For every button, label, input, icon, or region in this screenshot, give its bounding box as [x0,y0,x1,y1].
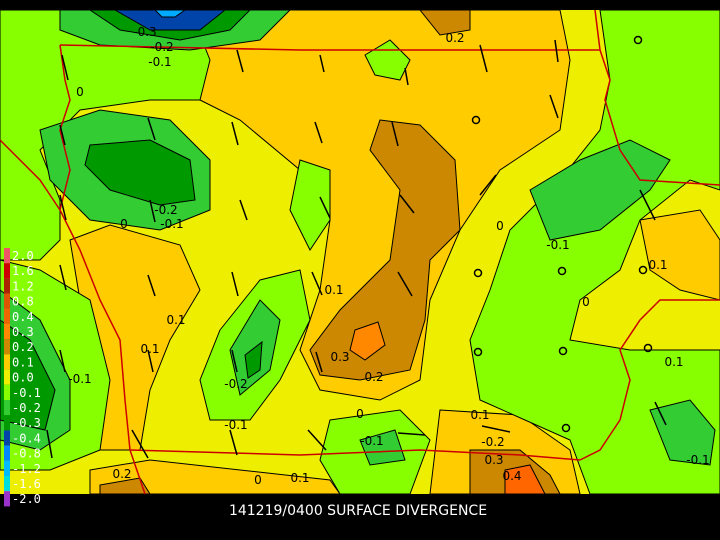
contour-label: 0.1 [166,313,185,327]
contour-label: 0 [356,407,364,421]
legend-label: 0.8 [12,295,34,309]
legend-label: 0.3 [12,325,34,339]
legend-swatch [4,369,10,385]
contour-label: -0.1 [686,453,709,467]
contour-label: 0 [496,219,504,233]
contour-label: 0 [254,473,262,487]
legend-swatch [4,476,10,492]
legend-label: 0.0 [12,371,34,385]
field [0,9,720,495]
contour-label: -0.1 [160,217,183,231]
legend-swatch [4,400,10,416]
map-title: 141219/0400 SURFACE DIVERGENCE [229,503,487,519]
state-borders [0,9,720,495]
contour-label: 0.1 [324,283,343,297]
legend-swatch [4,354,10,370]
contour-label: 0.2 [112,467,131,481]
contour-label: 0.1 [648,258,667,272]
legend-label: 0.1 [12,355,34,369]
legend-label: 1.6 [12,264,34,278]
contour-label: -0.2 [481,435,504,449]
contour-label: 0.1 [664,355,683,369]
contour-labels: -0.3-0.2-0.10.20-0.2-0.10 0-0.10.100.10.1… [68,25,709,487]
contour-label: 0 [582,295,590,309]
color-legend: 2.01.61.20.80.40.30.20.10.0-0.1-0.2-0.3-… [4,248,41,507]
legend-label: -0.2 [12,401,41,415]
legend-swatch [4,293,10,309]
contour-label: 0.2 [364,370,383,384]
legend-swatch [4,384,10,400]
contour-label: -0.1 [224,418,247,432]
contour-label: 0.3 [330,350,349,364]
legend-label: -0.3 [12,416,41,430]
contour-label: -0.1 [360,434,383,448]
legend-swatch [4,324,10,340]
contour-label: 0.4 [502,469,521,483]
legend-swatch [4,415,10,431]
legend-label: -0.1 [12,386,41,400]
contour-label: 0.3 [484,453,503,467]
contour-label: -0.1 [546,238,569,252]
contour-label: -0.3 [133,25,156,39]
legend-label: 0.2 [12,340,34,354]
legend-swatch [4,248,10,264]
legend-swatch [4,445,10,461]
legend-swatch [4,278,10,294]
wind-barbs [46,35,667,459]
contour-label: 0 [120,217,128,231]
contour-label: 0.1 [470,408,489,422]
contour-label: 0 [76,85,84,99]
legend-label: -1.6 [12,477,41,491]
legend-swatch [4,430,10,446]
legend-label: -2.0 [12,492,41,506]
contour-label: 0.1 [290,471,309,485]
contour-label: -0.2 [224,377,247,391]
contour-label: -0.1 [148,55,171,69]
legend-label: -0.4 [12,431,41,445]
legend-swatch [4,263,10,279]
legend-label: -0.8 [12,447,41,461]
contour-label: 0.1 [140,342,159,356]
legend-label: 0.4 [12,310,34,324]
legend-swatch [4,491,10,507]
legend-swatch [4,308,10,324]
legend-label: 2.0 [12,249,34,263]
contour-label: -0.2 [150,40,173,54]
legend-swatch [4,460,10,476]
contour-label: -0.2 [154,203,177,217]
legend-label: 1.2 [12,279,34,293]
legend-label: -1.2 [12,462,41,476]
contour-label: -0.1 [68,372,91,386]
contour-label: 0.2 [445,31,464,45]
legend-swatch [4,339,10,355]
